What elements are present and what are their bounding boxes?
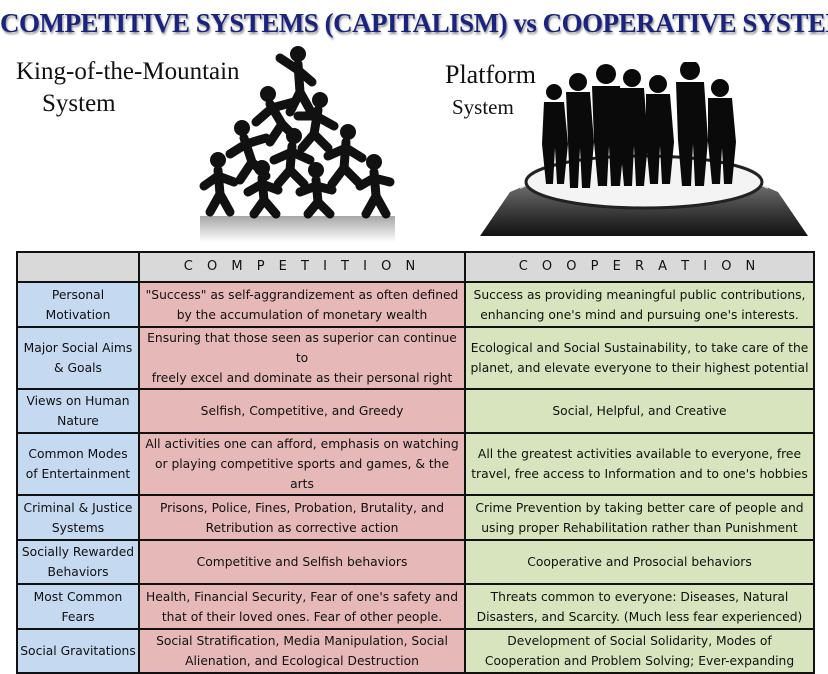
cell-line: Prisons, Police, Fines, Probation, Bruta… (159, 500, 445, 515)
table-row: Major Social Aims & Goals Ensuring that t… (16, 326, 815, 390)
table-row: Common Modes of Entertainment All activit… (16, 432, 815, 496)
competition-cell: "Success" as self-aggrandizement as ofte… (138, 281, 466, 328)
empty-header-cell (16, 251, 140, 283)
cooperation-cell: Success as providing meaningful public c… (464, 281, 815, 328)
cell-line: Social Stratification, Media Manipulatio… (156, 634, 448, 648)
cell-line: Development of Social Solidarity, Modes … (507, 634, 772, 648)
competition-cell: Competitive and Selfish behaviors (138, 539, 466, 585)
row-header-line: Socially Rewarded (21, 545, 135, 559)
cooperation-cell: Development of Social Solidarity, Modes … (464, 628, 815, 674)
cell-line: enhancing one's mind and pursuing one's … (480, 307, 799, 322)
human-pyramid-silhouette-icon (199, 46, 395, 242)
row-header-line: Systems (51, 520, 105, 535)
row-header-line: Common Modes (28, 447, 128, 461)
platform-label: Platform (445, 60, 536, 89)
page-title: COMPETITIVE SYSTEMS (CAPITALISM) vs COOP… (0, 8, 828, 38)
row-header-line: Fears (61, 609, 95, 624)
cell-line: Ensuring that those seen as superior can… (147, 331, 457, 365)
cooperation-cell: Crime Prevention by taking better care o… (464, 494, 815, 541)
cell-line: that of their loved ones. Fear of other … (161, 609, 443, 624)
cooperation-cell: Ecological and Social Sustainability, to… (464, 326, 815, 390)
cell-line: Threats common to everyone: Diseases, Na… (490, 589, 789, 604)
row-header-cell: Socially Rewarded Behaviors (16, 539, 140, 585)
row-header-cell: Criminal & Justice Systems (16, 494, 140, 541)
competition-cell: All activities one can afford, emphasis … (138, 432, 466, 496)
cell-line: using proper Rehabilitation rather than … (481, 520, 798, 535)
table-row: Socially Rewarded Behaviors Competitive a… (16, 539, 815, 585)
king-of-the-mountain-label: King-of-the-Mountain (16, 58, 240, 85)
row-header-line: Nature (57, 414, 99, 428)
cell-line: "Success" as self-aggrandizement as ofte… (145, 287, 459, 302)
cell-line: or playing competitive sports and games,… (154, 457, 450, 491)
cell-line: All the greatest activities available to… (477, 447, 802, 461)
row-header-cell: Major Social Aims & Goals (16, 326, 140, 390)
cooperation-cell: Threats common to everyone: Diseases, Na… (464, 583, 815, 630)
cooperation-cell: Social, Helpful, and Creative (464, 388, 815, 434)
row-header-cell: Social Gravitations (16, 628, 140, 674)
cell-line: Ecological and Social Sustainability, to… (470, 341, 809, 355)
cooperation-cell: All the greatest activities available to… (464, 432, 815, 496)
row-header-cell: Views on Human Nature (16, 388, 140, 434)
row-header-cell: Personal Motivation (16, 281, 140, 328)
row-header-line: Most Common (33, 589, 123, 604)
cell-line: All activities one can afford, emphasis … (145, 437, 459, 451)
cell-line: Success as providing meaningful public c… (473, 287, 806, 302)
row-header-line: Behaviors (47, 565, 109, 579)
cell-line: by the accumulation of monetary wealth (176, 307, 428, 322)
cell-line: planet, and elevate everyone to their hi… (470, 361, 809, 375)
row-header-cell: Most Common Fears (16, 583, 140, 630)
cell-line: Retribution as corrective action (205, 520, 399, 535)
competition-cell: Selfish, Competitive, and Greedy (138, 388, 466, 434)
table-row: Social Gravitations Social Stratificatio… (16, 628, 815, 674)
row-header-cell: Common Modes of Entertainment (16, 432, 140, 496)
row-header-line: & Goals (54, 361, 102, 375)
comparison-table: C O M P E T I T I O N C O O P E R A T I … (16, 251, 815, 674)
competition-cell: Ensuring that those seen as superior can… (138, 326, 466, 390)
table-row: Personal Motivation "Success" as self-agg… (16, 281, 815, 328)
table-header-row: C O M P E T I T I O N C O O P E R A T I … (16, 251, 815, 283)
row-header-line: Criminal & Justice (23, 500, 133, 515)
competition-column-header: C O M P E T I T I O N (138, 251, 466, 283)
row-header-line: Views on Human (26, 394, 130, 408)
cell-line: Alienation, and Ecological Destruction (185, 654, 419, 668)
row-header-line: of Entertainment (25, 467, 131, 481)
cell-line: Crime Prevention by taking better care o… (475, 500, 804, 515)
cell-line: Health, Financial Security, Fear of one'… (145, 589, 459, 604)
row-header-line: Personal (51, 287, 105, 302)
cell-line: Cooperation and Problem Solving; Ever-ex… (484, 654, 795, 668)
cooperation-column-header: C O O P E R A T I O N (464, 251, 815, 283)
table-row: Most Common Fears Health, Financial Secur… (16, 583, 815, 630)
king-of-the-mountain-system-label: System (42, 90, 116, 117)
competition-cell: Health, Financial Security, Fear of one'… (138, 583, 466, 630)
cell-line: travel, free access to Information and t… (471, 467, 808, 481)
platform-system-label: System (452, 95, 514, 119)
people-on-platform-silhouette-icon (480, 62, 808, 236)
table-row: Criminal & Justice Systems Prisons, Polic… (16, 494, 815, 541)
cell-line: Disasters, and Scarcity. (Much less fear… (476, 609, 803, 624)
competition-cell: Social Stratification, Media Manipulatio… (138, 628, 466, 674)
row-header-line: Major Social Aims (23, 341, 133, 355)
table-row: Views on Human Nature Selfish, Competitiv… (16, 388, 815, 434)
competition-cell: Prisons, Police, Fines, Probation, Bruta… (138, 494, 466, 541)
cooperation-cell: Cooperative and Prosocial behaviors (464, 539, 815, 585)
cell-line: freely excel and dominate as their perso… (151, 371, 453, 385)
row-header-line: Motivation (45, 307, 111, 322)
